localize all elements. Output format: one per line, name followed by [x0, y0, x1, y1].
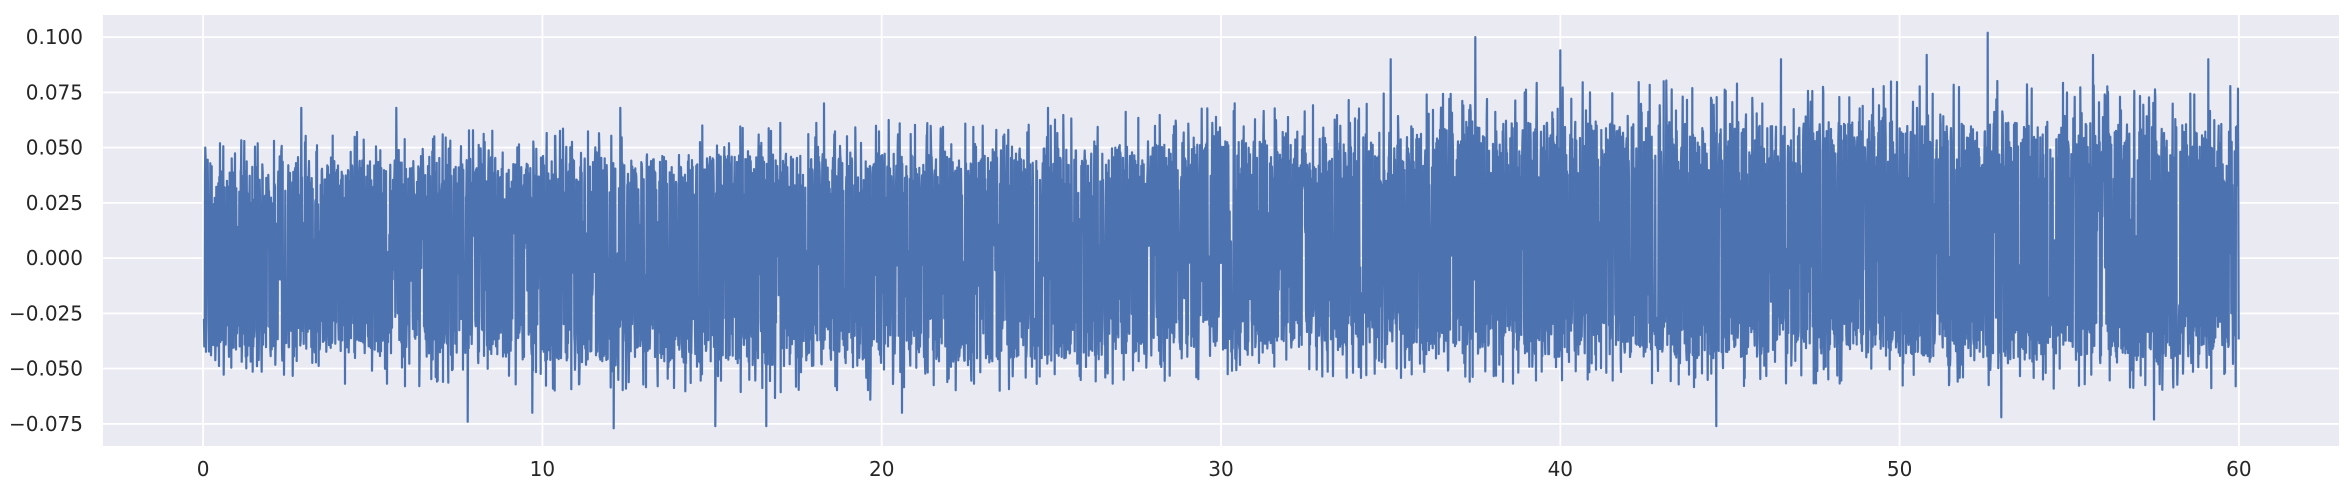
x-tick-label: 40 [1548, 457, 1573, 481]
y-tick-label: 0.075 [26, 80, 83, 104]
x-tick-label: 20 [869, 457, 894, 481]
y-tick-label: 0.025 [26, 191, 83, 215]
y-tick-label: −0.050 [9, 357, 83, 381]
y-tick-label: −0.075 [9, 412, 83, 436]
series-layer [202, 31, 2240, 430]
x-tick-label: 30 [1208, 457, 1233, 481]
x-tick-label: 60 [2226, 457, 2251, 481]
y-tick-labels: −0.075 −0.050 −0.025 0.000 0.025 0.050 0.075 0.… [9, 25, 83, 436]
x-tick-label: 50 [1887, 457, 1912, 481]
y-tick-label: 0.050 [26, 136, 83, 160]
y-tick-label: −0.025 [9, 301, 83, 325]
x-tick-label: 0 [197, 457, 210, 481]
series-line [202, 31, 2240, 430]
y-tick-label: 0.000 [26, 246, 83, 270]
y-tick-label: 0.100 [26, 25, 83, 49]
x-tick-labels: 0 10 20 30 40 50 60 [197, 457, 2252, 481]
x-tick-label: 10 [530, 457, 555, 481]
